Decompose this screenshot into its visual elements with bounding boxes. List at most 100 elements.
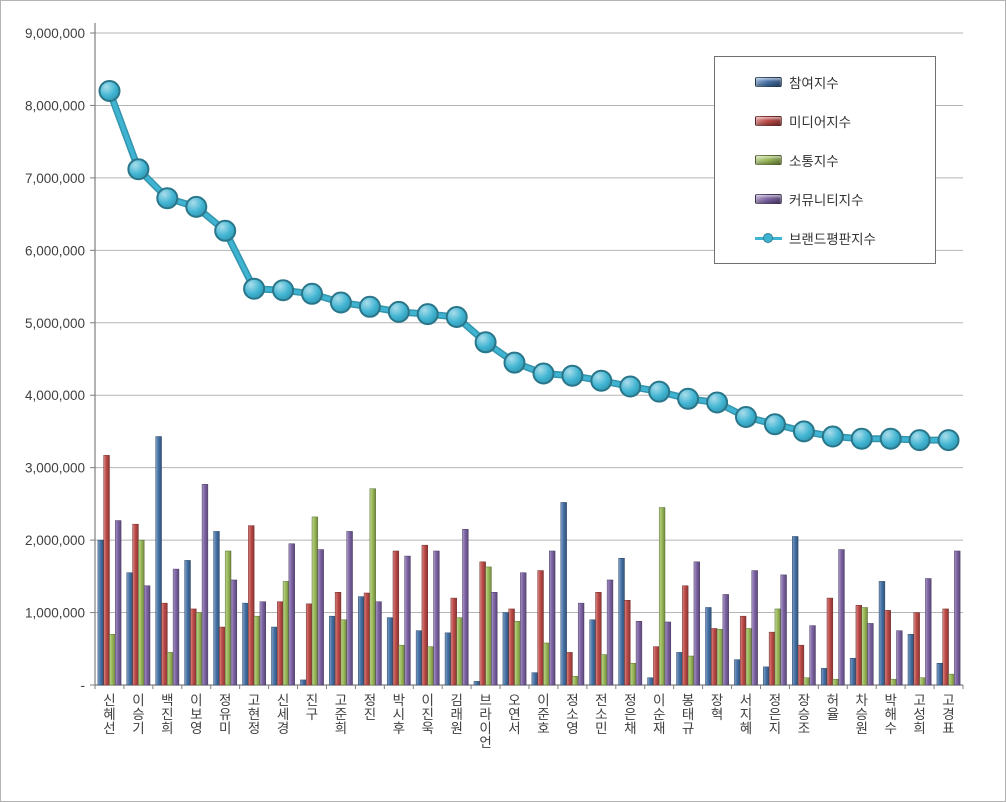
bar [421,544,428,686]
bar [751,570,758,686]
bar [531,672,538,686]
line-marker [301,282,323,305]
bar [224,550,232,686]
bar [392,550,400,686]
bar [138,539,145,686]
legend-label: 브랜드평판지수 [789,231,876,247]
bar [716,628,724,686]
bar [462,528,469,686]
bar [132,523,139,686]
bar [97,539,104,686]
bar [126,572,133,686]
bar [502,612,509,686]
bar [890,678,897,686]
bar [172,568,180,686]
y-tick-label: - [81,678,86,693]
bar [763,666,770,686]
bar [954,550,961,686]
bar [884,610,891,686]
bar [861,607,868,686]
legend-swatch-communication [755,154,782,165]
line-marker [185,195,208,218]
line-marker [619,375,642,398]
line-marker [879,427,902,450]
bar [537,570,544,686]
line-marker [561,364,584,387]
bar [577,602,585,686]
bar [878,581,886,686]
bar [288,543,295,686]
y-tick-label: 6,000,000 [25,243,85,258]
bar [109,634,116,686]
line-marker [937,429,960,452]
bar [722,594,729,686]
bar [340,619,347,686]
bar [375,601,382,686]
bar [936,663,943,686]
bar [693,561,700,686]
bar [520,572,527,686]
legend-label: 커뮤니티지수 [789,192,864,208]
y-tick-label: 3,000,000 [25,461,85,476]
bar [456,617,463,686]
bar [664,621,672,686]
bar [508,608,515,686]
chart-legend: 참여지수 미디어지수 소통지수 커뮤니티지수 브랜드평판지수 [714,56,936,264]
line-marker [329,291,352,314]
bar [572,676,579,686]
bar [386,617,394,686]
gridlines [95,32,963,614]
line-marker [387,300,410,323]
bar [363,592,371,686]
axes [90,23,964,689]
bar [317,549,324,686]
legend-swatch-participation [755,77,782,88]
bar [867,623,874,686]
legend-label: 소통지수 [789,153,839,169]
bar [329,615,336,686]
bar [450,597,457,686]
line-marker [156,187,179,210]
x-axis-labels: 신 혜 선 이 승 기 백 진 희 이 보 영 정 유 미 고 현 정 신 세 경 진 구 고 준 희 정 진 박 시 후 이 진 욱 김 래 원 브 라 이… [103,693,954,750]
bar [271,626,278,686]
bar [820,668,828,686]
bar [514,621,521,686]
bar [647,677,654,686]
bar [838,549,845,686]
bar [485,566,492,686]
line-marker [358,295,381,318]
line-marker [706,391,729,414]
bar [849,657,857,686]
bar [248,525,255,686]
bar [774,608,781,686]
bar [687,655,695,686]
bar [855,605,862,686]
line-marker [127,158,150,181]
bar [491,592,498,686]
bar [479,561,486,686]
bar [601,654,608,686]
bar [201,484,209,686]
bar [919,677,926,686]
bar-series-1 [103,455,949,686]
y-tick-label: 7,000,000 [25,171,85,186]
bar [832,678,839,686]
bar [745,628,753,686]
bar [404,555,411,686]
y-axis-labels: - 1,000,000 2,000,000 3,000,000 4,000,000 5,0… [25,26,85,693]
